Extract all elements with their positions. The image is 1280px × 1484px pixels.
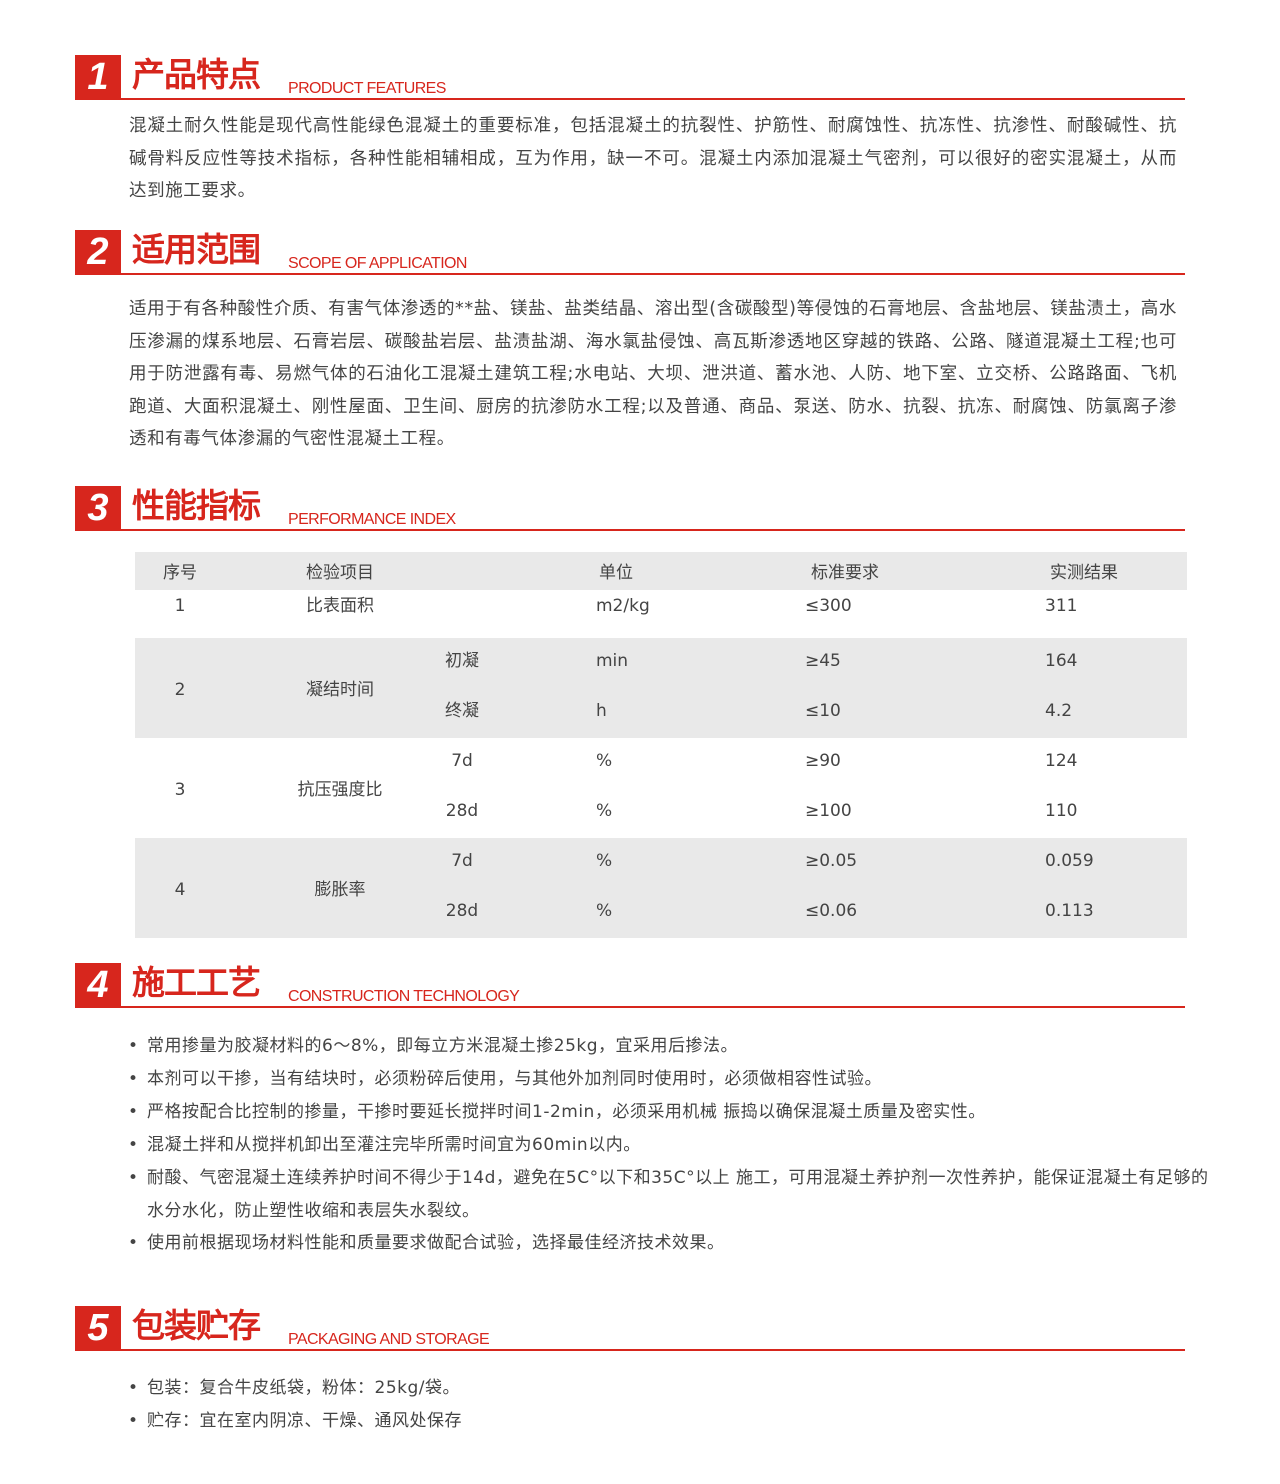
bullet-dot: • [128,1411,139,1431]
row-number: 1 [174,596,186,616]
table-row-band [135,638,1187,738]
bullet-text: 使用前根据现场材料性能和质量要求做配合试验，选择最佳经济技术效果。 [147,1233,725,1253]
result: 110 [1045,801,1078,821]
result: 124 [1045,751,1078,771]
bullet-text: 严格按配合比控制的掺量，干掺时要延长搅拌时间1-2min，必须采用机械 振捣以确… [147,1102,986,1122]
standard: ≥90 [805,751,841,771]
standard: ≥0.05 [805,851,858,871]
row-number: 4 [174,880,186,900]
section-rule [75,1349,1185,1351]
sub-item: 初凝 [445,651,479,671]
section-subtitle: SCOPE OF APPLICATION [288,255,467,272]
unit: % [596,851,613,871]
standard: ≥100 [805,801,852,821]
header-cell: 实测结果 [1050,563,1118,583]
section-title: 性能指标 [132,486,261,525]
sub-item: 28d [445,801,479,821]
bullet-dot: • [128,1135,139,1155]
sub-item: 终凝 [445,701,479,721]
paragraph: 适用于有各种酸性介质、有害气体渗透的**盐、镁盐、盐类结晶、溶出型(含碳酸型)等… [129,299,1177,449]
bullet-dot: • [128,1378,139,1398]
result: 311 [1045,596,1078,616]
table-row-band [135,838,1187,938]
section-subtitle: PERFORMANCE INDEX [288,511,456,528]
section-title: 施工工艺 [132,963,261,1002]
section-number: 1 [75,55,121,99]
paragraph: 混凝土耐久性能是现代高性能绿色混凝土的重要标准，包括混凝土的抗裂性、护筋性、耐腐… [129,116,1177,201]
row-item: 比表面积 [306,596,374,616]
sub-item: 7d [451,851,473,871]
bullet-dot: • [128,1036,139,1056]
header-cell: 单位 [599,563,633,583]
section-rule [75,98,1185,100]
unit: m2/kg [596,596,650,616]
header-cell: 序号 [163,563,197,583]
section-title: 适用范围 [132,230,261,269]
bullet-text: 耐酸、气密混凝土连续养护时间不得少于14d，避免在5C°以下和35C°以上 施工… [147,1168,1209,1221]
result: 164 [1045,651,1078,671]
section-number: 3 [75,486,121,530]
bullet-text: 常用掺量为胶凝材料的6～8%，即每立方米混凝土掺25kg，宜采用后掺法。 [147,1036,739,1056]
result: 4.2 [1045,701,1073,721]
bullet-dot: • [128,1233,139,1253]
result: 0.059 [1045,851,1094,871]
section-subtitle: CONSTRUCTION TECHNOLOGY [288,988,520,1005]
header-cell: 检验项目 [306,563,374,583]
standard: ≤300 [805,596,852,616]
section-subtitle: PACKAGING AND STORAGE [288,1331,490,1348]
row-item: 凝结时间 [306,680,374,700]
unit: % [596,901,613,921]
bullet-dot: • [128,1069,139,1089]
unit: % [596,801,613,821]
row-item: 膨胀率 [314,880,366,900]
standard: ≥45 [805,651,841,671]
bullet-dot: • [128,1168,139,1188]
bullet-dot: • [128,1102,139,1122]
header-cell: 标准要求 [811,563,879,583]
section-title: 包装贮存 [132,1306,261,1345]
row-number: 2 [174,680,186,700]
standard: ≤0.06 [805,901,858,921]
header-row [135,552,1187,590]
bullet-text: 包装：复合牛皮纸袋，粉体：25kg/袋。 [147,1378,460,1398]
section-number: 2 [75,230,121,274]
standard: ≤10 [805,701,841,721]
unit: % [596,751,613,771]
bullet-text: 本剂可以干掺，当有结块时，必须粉碎后使用，与其他外加剂同时使用时，必须做相容性试… [147,1069,882,1089]
section-title: 产品特点 [132,55,261,94]
section-number: 4 [75,963,121,1007]
section-rule [75,1006,1185,1008]
bullet-text: 贮存：宜在室内阴凉、干燥、通风处保存 [147,1411,462,1431]
unit: min [596,651,629,671]
section-number: 5 [75,1306,121,1350]
sub-item: 28d [445,901,479,921]
sub-item: 7d [451,751,473,771]
result: 0.113 [1045,901,1094,921]
row-number: 3 [174,780,186,800]
section-subtitle: PRODUCT FEATURES [288,80,446,97]
bullet-text: 混凝土拌和从搅拌机卸出至灌注完毕所需时间宜为60min以内。 [147,1135,641,1155]
section-rule [75,529,1185,531]
section-rule [75,273,1185,275]
row-item: 抗压强度比 [297,780,383,800]
unit: h [596,701,607,721]
